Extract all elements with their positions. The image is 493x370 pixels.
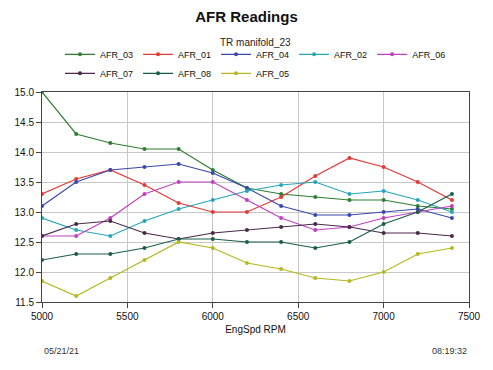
svg-text:AFR_02: AFR_02 (334, 50, 367, 60)
svg-text:05/21/21: 05/21/21 (44, 346, 79, 356)
svg-text:AFR_03: AFR_03 (100, 50, 133, 60)
svg-text:14.5: 14.5 (15, 117, 35, 128)
svg-text:11.5: 11.5 (15, 297, 34, 308)
svg-text:AFR_01: AFR_01 (178, 50, 211, 60)
svg-text:15.0: 15.0 (15, 87, 35, 98)
svg-text:7000: 7000 (372, 311, 395, 322)
svg-text:AFR_06: AFR_06 (412, 50, 445, 60)
svg-text:5000: 5000 (31, 311, 54, 322)
svg-text:TR manifold_23: TR manifold_23 (220, 37, 291, 48)
svg-text:13.0: 13.0 (15, 207, 35, 218)
svg-text:AFR_08: AFR_08 (178, 69, 211, 79)
svg-text:6000: 6000 (202, 311, 225, 322)
svg-text:08:19:32: 08:19:32 (432, 346, 467, 356)
svg-text:12.0: 12.0 (15, 267, 35, 278)
svg-text:AFR_04: AFR_04 (256, 50, 289, 60)
svg-text:13.5: 13.5 (15, 177, 35, 188)
svg-text:AFR_07: AFR_07 (100, 69, 133, 79)
svg-text:6500: 6500 (287, 311, 310, 322)
svg-text:14.0: 14.0 (15, 147, 35, 158)
svg-text:EngSpd RPM: EngSpd RPM (225, 324, 286, 335)
svg-text:7500: 7500 (458, 311, 481, 322)
svg-text:AFR_05: AFR_05 (256, 69, 289, 79)
svg-text:12.5: 12.5 (15, 237, 35, 248)
svg-text:AFR Readings: AFR Readings (195, 8, 298, 25)
svg-text:5500: 5500 (116, 311, 139, 322)
